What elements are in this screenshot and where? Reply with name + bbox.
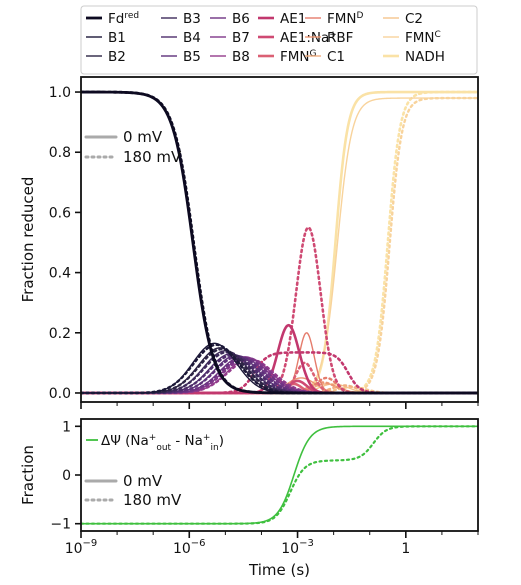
legend-label: B1: [108, 30, 126, 46]
bottom-xtick-label: 10−9: [65, 538, 98, 557]
legend-label: B4: [183, 30, 201, 46]
top-ytick-label: 0.2: [49, 326, 71, 342]
bottom-xtick-label: 10−6: [173, 538, 206, 557]
legend-label: NADH: [405, 49, 445, 65]
series-line-b4-180mv: [81, 353, 478, 395]
bottom-xtick-label: 1: [401, 541, 410, 557]
style-legend-label: 0 mV: [123, 128, 163, 146]
legend-label: B2: [108, 49, 126, 65]
legend-label: FMND: [327, 11, 364, 27]
series-line-ae1-na-180mv: [81, 225, 478, 395]
top-plot-area: [81, 90, 478, 395]
bottom-ytick-label: 0: [62, 468, 71, 484]
legend-label: B6: [232, 11, 250, 27]
legend-label: RBF: [327, 30, 353, 46]
style-legend-label: 180 mV: [123, 491, 182, 509]
series-line-fd-180mv: [81, 90, 478, 395]
top-ytick-label: 0.0: [49, 386, 71, 402]
legend-box: [80, 5, 478, 75]
legend: Fdred B1 B2 B3 B4 B5 B6 B7 B8 AE1 AE1:Na+ FMNG FMND R…: [80, 5, 478, 75]
style-legend-label: 0 mV: [123, 472, 163, 490]
legend-label: B8: [232, 49, 250, 65]
top-ylabel: Fraction reduced: [19, 177, 37, 303]
legend-label: C1: [327, 49, 345, 65]
legend-label: FMNC: [405, 30, 441, 46]
top-ytick-label: 1.0: [49, 85, 71, 101]
legend-label: B7: [232, 30, 250, 46]
legend-label: Fdred: [108, 11, 139, 27]
bottom-plot-area: [81, 425, 478, 525]
bottom-ytick-label: −1: [50, 517, 71, 533]
legend-label: B3: [183, 11, 201, 27]
legend-label: B5: [183, 49, 201, 65]
legend-label: AE1: [280, 11, 306, 27]
legend-label: AE1:Na+: [280, 30, 337, 46]
bottom-ytick-label: 1: [62, 419, 71, 435]
delta-psi-legend-label: ΔΨ (Na+out - Na+in): [101, 433, 224, 453]
bottom-ylabel: Fraction: [19, 445, 37, 505]
legend-label: FMNG: [280, 49, 317, 65]
top-ytick-label: 0.8: [49, 145, 71, 161]
bottom-xlabel: Time (s): [248, 561, 310, 579]
style-legend-label: 180 mV: [123, 148, 182, 166]
top-ytick-label: 0.4: [49, 266, 71, 282]
legend-label: C2: [405, 11, 423, 27]
bottom-xtick-label: 10−3: [281, 538, 314, 557]
top-style-legend: 0 mV 180 mV: [84, 128, 182, 166]
top-plot-frame: [80, 76, 479, 403]
series-line-delta-psi-180mv: [81, 425, 478, 525]
top-ytick-label: 0.6: [49, 205, 71, 221]
